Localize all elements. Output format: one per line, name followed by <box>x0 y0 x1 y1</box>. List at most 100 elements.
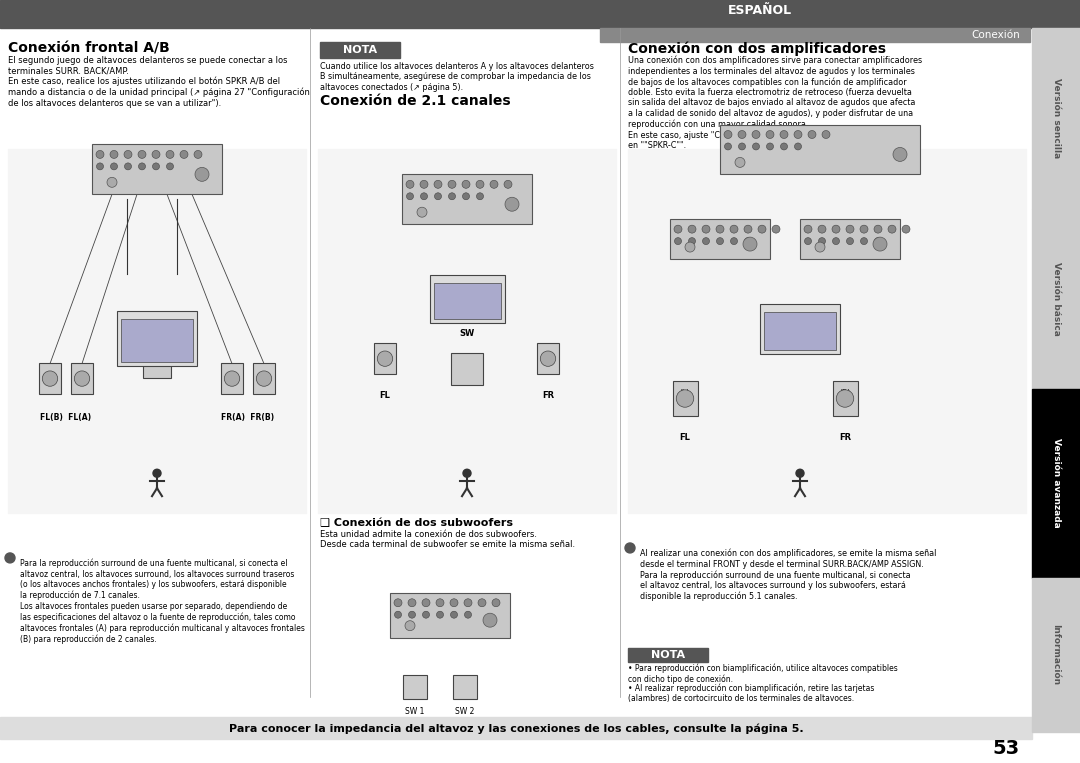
Circle shape <box>405 620 415 631</box>
Circle shape <box>448 193 456 200</box>
Text: El segundo juego de altavoces delanteros se puede conectar a los
terminales SURR: El segundo juego de altavoces delanteros… <box>8 56 310 108</box>
Text: Conexión de 2.1 canales: Conexión de 2.1 canales <box>320 94 511 108</box>
Bar <box>537 343 559 374</box>
Circle shape <box>540 351 556 366</box>
Circle shape <box>702 225 710 233</box>
Circle shape <box>822 130 831 138</box>
Bar <box>453 675 477 700</box>
Circle shape <box>463 469 471 477</box>
Text: Para la reproducción surround de una fuente multicanal, si conecta el
altavoz ce: Para la reproducción surround de una fue… <box>21 559 305 644</box>
Circle shape <box>194 150 202 159</box>
Circle shape <box>96 163 104 170</box>
Circle shape <box>422 599 430 607</box>
Circle shape <box>795 143 801 150</box>
Circle shape <box>772 225 780 233</box>
Circle shape <box>377 351 393 366</box>
Circle shape <box>110 163 118 170</box>
Text: FL(B)  FL(A): FL(B) FL(A) <box>40 414 92 423</box>
Circle shape <box>406 193 414 200</box>
Circle shape <box>847 237 853 245</box>
Circle shape <box>738 130 746 138</box>
Circle shape <box>434 180 442 188</box>
Circle shape <box>107 177 117 187</box>
Circle shape <box>753 143 759 150</box>
Circle shape <box>805 237 811 245</box>
Bar <box>700 0 820 22</box>
Circle shape <box>75 371 90 386</box>
Circle shape <box>138 163 146 170</box>
Text: FR(A)  FR(B): FR(A) FR(B) <box>221 414 274 423</box>
Circle shape <box>152 163 160 170</box>
Text: Conexión con dos amplificadores: Conexión con dos amplificadores <box>627 42 886 56</box>
Circle shape <box>780 130 788 138</box>
Bar <box>0 0 1080 28</box>
Bar <box>402 175 532 224</box>
Text: (L): (L) <box>680 388 690 398</box>
Circle shape <box>861 237 867 245</box>
Bar <box>833 381 858 416</box>
Circle shape <box>462 180 470 188</box>
Text: Conexión frontal A/B: Conexión frontal A/B <box>8 42 170 56</box>
Circle shape <box>394 611 402 618</box>
Bar <box>600 28 1030 42</box>
Circle shape <box>436 611 444 618</box>
Circle shape <box>832 225 840 233</box>
Circle shape <box>420 193 428 200</box>
Circle shape <box>394 599 402 607</box>
Circle shape <box>408 599 416 607</box>
Circle shape <box>804 225 812 233</box>
Text: ❑ Conexión de dos subwoofers: ❑ Conexión de dos subwoofers <box>320 518 513 528</box>
Text: Al realizar una conexión con dos amplificadores, se emite la misma señal
desde e: Al realizar una conexión con dos amplifi… <box>640 549 936 601</box>
Circle shape <box>676 390 693 407</box>
Circle shape <box>166 150 174 159</box>
Bar <box>670 219 770 259</box>
Circle shape <box>744 225 752 233</box>
Circle shape <box>478 599 486 607</box>
Circle shape <box>483 613 497 627</box>
Text: Cuando utilice los altavoces delanteros A y los altavoces delanteros
B simultáne: Cuando utilice los altavoces delanteros … <box>320 62 594 92</box>
Bar <box>430 275 504 323</box>
Text: FL: FL <box>679 433 690 443</box>
Circle shape <box>735 157 745 167</box>
Circle shape <box>875 237 881 245</box>
Circle shape <box>462 193 470 200</box>
Circle shape <box>716 237 724 245</box>
Bar <box>221 363 243 394</box>
Circle shape <box>476 193 484 200</box>
Bar <box>39 363 60 394</box>
Circle shape <box>153 469 161 477</box>
Circle shape <box>420 180 428 188</box>
Circle shape <box>225 371 240 386</box>
Circle shape <box>739 143 745 150</box>
Bar <box>117 311 197 366</box>
Bar <box>318 150 616 513</box>
Circle shape <box>417 208 427 217</box>
Bar <box>800 219 900 259</box>
Text: FR: FR <box>542 391 554 400</box>
Text: Versión sencilla: Versión sencilla <box>1052 79 1061 159</box>
Circle shape <box>902 225 910 233</box>
Bar <box>1032 209 1080 388</box>
Circle shape <box>152 150 160 159</box>
Circle shape <box>124 163 132 170</box>
Text: SW: SW <box>150 343 164 353</box>
Text: FL: FL <box>379 391 391 400</box>
Circle shape <box>42 371 57 386</box>
Bar <box>121 319 193 362</box>
Circle shape <box>781 143 787 150</box>
Circle shape <box>124 150 132 159</box>
Bar <box>374 343 396 374</box>
Bar <box>8 150 306 513</box>
Circle shape <box>794 130 802 138</box>
Circle shape <box>180 150 188 159</box>
Circle shape <box>96 150 104 159</box>
Bar <box>320 42 400 58</box>
Circle shape <box>492 599 500 607</box>
Bar <box>1032 28 1080 209</box>
Text: ESPAÑOL: ESPAÑOL <box>728 5 792 18</box>
Circle shape <box>724 130 732 138</box>
Circle shape <box>448 180 456 188</box>
Circle shape <box>436 599 444 607</box>
Bar <box>390 593 510 638</box>
Bar <box>403 675 427 700</box>
